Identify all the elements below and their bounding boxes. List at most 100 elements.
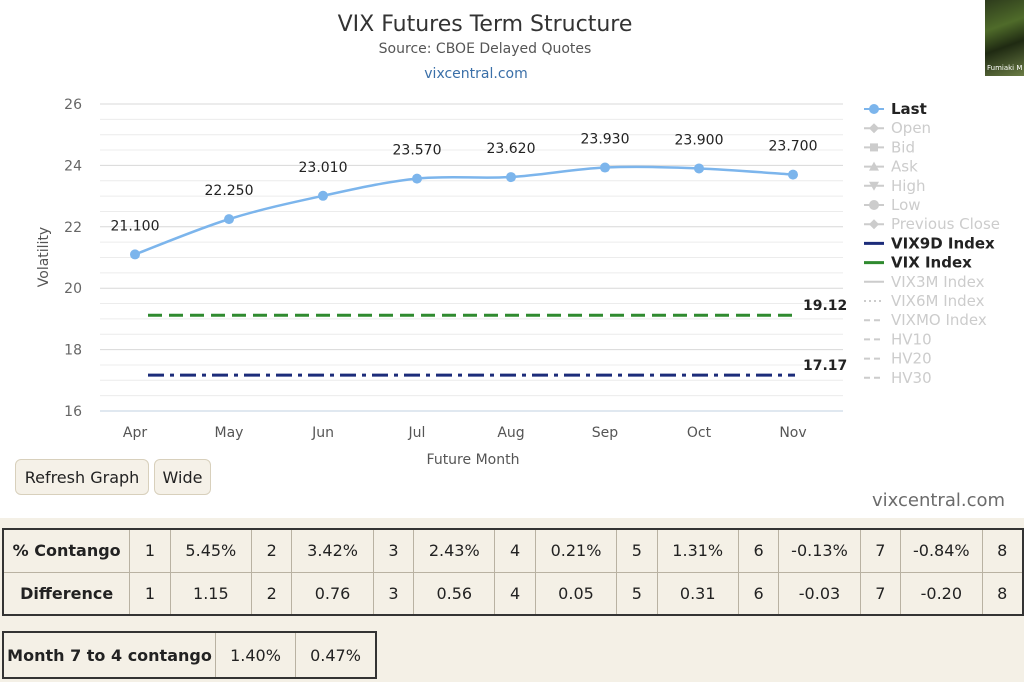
- vixcentral-footer-link[interactable]: vixcentral.com: [872, 490, 1006, 511]
- legend-item[interactable]: HV20: [864, 350, 932, 368]
- table-cell: 0.76: [291, 571, 374, 616]
- month-number: 7: [859, 528, 902, 573]
- vixcentral-chart-link[interactable]: vixcentral.com: [424, 66, 527, 82]
- last-series-point[interactable]: [600, 162, 610, 173]
- table-cell: -0.13%: [778, 528, 861, 573]
- x-tick-label: Aug: [497, 425, 524, 441]
- table-cell: 0.21%: [534, 528, 618, 573]
- legend-label: High: [891, 177, 925, 195]
- y-tick-label: 16: [64, 404, 82, 420]
- legend-item[interactable]: Ask: [864, 158, 918, 176]
- contango-table: % Contango 1 5.45% 2 3.42% 3 2.43% 4 0.21% 5 1.31%…: [2, 528, 1024, 616]
- month-number: 4: [494, 528, 536, 573]
- last-series-point[interactable]: [318, 190, 328, 201]
- table-row: Difference 1 1.15 2 0.76 3 0.56 4 0.05 5 0.31 6 -0.0…: [2, 571, 1024, 616]
- vix-index-label: 19.12: [803, 298, 847, 314]
- table-cell: 0.56: [413, 571, 496, 616]
- month-number: 8: [981, 571, 1024, 616]
- legend-label: Last: [891, 100, 927, 118]
- legend-diamond-marker: [869, 123, 879, 134]
- row-label: % Contango: [2, 528, 131, 573]
- row-label: Difference: [2, 571, 131, 616]
- data-label: 23.570: [393, 143, 442, 159]
- y-axis-label: Volatility: [36, 227, 52, 287]
- webcam-caption: Fumiaki M: [987, 64, 1023, 72]
- legend-label: VIX Index: [891, 254, 972, 272]
- wide-button[interactable]: Wide: [154, 459, 211, 495]
- legend-label: Ask: [891, 158, 918, 176]
- vix9d-index-label: 17.17: [803, 358, 847, 374]
- last-series-point[interactable]: [694, 163, 704, 174]
- legend-item[interactable]: VIX9D Index: [864, 234, 995, 252]
- legend-square-marker: [870, 143, 878, 152]
- data-label: 23.700: [769, 139, 818, 155]
- month-number: 3: [372, 528, 415, 573]
- month-number: 1: [129, 528, 171, 573]
- table-cell: 0.31: [656, 571, 739, 616]
- month-number: 6: [737, 528, 780, 573]
- y-tick-label: 22: [64, 220, 82, 236]
- x-tick-label: Apr: [123, 425, 147, 441]
- legend-triangle-down-marker: [869, 181, 879, 191]
- last-series-point[interactable]: [224, 214, 234, 225]
- legend-label: Bid: [891, 138, 915, 156]
- table-cell: -0.84%: [900, 528, 983, 573]
- data-label: 23.900: [675, 132, 724, 148]
- chart-title: VIX Futures Term Structure: [338, 12, 633, 37]
- y-tick-label: 26: [64, 97, 82, 113]
- data-label: 23.620: [487, 141, 536, 157]
- legend-item[interactable]: VIX3M Index: [864, 273, 985, 291]
- last-series-point[interactable]: [788, 169, 798, 180]
- table-row: % Contango 1 5.45% 2 3.42% 3 2.43% 4 0.21% 5 1.31%…: [2, 528, 1024, 573]
- table-cell: 1.31%: [656, 528, 739, 573]
- chart-panel: VIX Futures Term Structure Source: CBOE D…: [0, 0, 1024, 518]
- legend-item[interactable]: HV10: [864, 330, 932, 348]
- legend-item[interactable]: VIX Index: [864, 254, 972, 272]
- month-number: 6: [737, 571, 780, 616]
- refresh-graph-button[interactable]: Refresh Graph: [15, 459, 149, 495]
- legend-item[interactable]: Last: [864, 100, 927, 118]
- legend-label: Previous Close: [891, 215, 1000, 233]
- month-number: 2: [251, 571, 293, 616]
- legend-item[interactable]: Open: [864, 119, 931, 137]
- month-7-to-4-value: 0.47%: [295, 631, 377, 679]
- x-tick-label: Oct: [687, 425, 712, 441]
- legend-label: Low: [891, 196, 921, 214]
- month-7-to-4-value: 1.40%: [215, 631, 296, 679]
- month-number: 1: [129, 571, 171, 616]
- table-cell: 1.15: [169, 571, 253, 616]
- data-label: 23.930: [581, 132, 630, 148]
- legend-label: VIXMO Index: [891, 311, 987, 329]
- month-number: 5: [616, 571, 658, 616]
- last-series-point[interactable]: [506, 172, 516, 183]
- x-tick-label: Jul: [408, 425, 426, 441]
- x-tick-label: Jun: [311, 425, 334, 441]
- month-number: 3: [372, 571, 415, 616]
- legend-label: HV30: [891, 369, 932, 387]
- data-label: 22.250: [205, 183, 254, 199]
- legend-label: VIX6M Index: [891, 292, 985, 310]
- month-number: 8: [981, 528, 1024, 573]
- y-tick-label: 18: [64, 343, 82, 359]
- legend-circle-marker: [869, 200, 879, 210]
- legend-item[interactable]: Bid: [864, 138, 915, 156]
- last-series-point[interactable]: [130, 249, 140, 260]
- month-number: 2: [251, 528, 293, 573]
- last-series-line: [134, 165, 794, 256]
- legend-item[interactable]: Low: [864, 196, 921, 214]
- y-tick-label: 24: [64, 158, 82, 174]
- legend-item[interactable]: VIXMO Index: [864, 311, 987, 329]
- month-7-to-4-table: Month 7 to 4 contango 1.40% 0.47%: [2, 631, 377, 679]
- month-7-to-4-label: Month 7 to 4 contango: [2, 631, 216, 679]
- table-cell: 2.43%: [413, 528, 496, 573]
- legend-item[interactable]: High: [864, 177, 925, 195]
- legend-diamond-marker: [869, 219, 879, 230]
- x-axis-label: Future Month: [427, 452, 520, 468]
- table-cell: 5.45%: [169, 528, 253, 573]
- legend-item[interactable]: VIX6M Index: [864, 292, 985, 310]
- table-cell: -0.20: [900, 571, 983, 616]
- legend-item[interactable]: Previous Close: [864, 215, 1000, 233]
- last-series-point[interactable]: [412, 173, 422, 184]
- legend-triangle-marker: [869, 161, 879, 171]
- legend-item[interactable]: HV30: [864, 369, 932, 387]
